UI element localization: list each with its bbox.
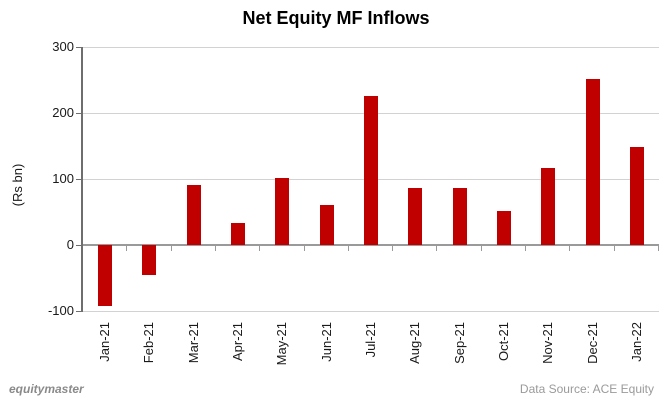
x-label-Jul-21: Jul-21 (363, 322, 378, 358)
bar-Sep-21 (452, 187, 467, 245)
category-tick (259, 246, 260, 251)
x-label-May-21: May-21 (274, 322, 290, 366)
bar-Jan-22 (629, 146, 644, 245)
plot-area (83, 47, 659, 312)
x-label-Mar-21: Mar-21 (185, 322, 201, 364)
y-tick-mark (76, 311, 81, 312)
bar-Oct-21 (496, 210, 511, 245)
category-tick (436, 246, 437, 251)
category-tick (215, 246, 216, 251)
category-tick (348, 246, 349, 251)
y-tick-mark (76, 179, 81, 180)
equitymaster-logo: equitymaster (9, 382, 84, 396)
x-label-Feb-21: Feb-21 (141, 322, 157, 364)
category-tick (171, 246, 172, 251)
category-tick (658, 246, 659, 251)
y-tick-mark (76, 47, 81, 48)
bar-May-21 (275, 178, 290, 245)
category-tick (569, 246, 570, 251)
x-label-Apr-21: Apr-21 (230, 322, 246, 362)
y-tick-label-300: 300 (52, 39, 74, 54)
category-tick (304, 246, 305, 251)
category-tick (525, 246, 526, 251)
zero-axis-line (83, 244, 659, 246)
data-source-credit: Data Source: ACE Equity (519, 382, 654, 396)
x-label-Jun-21: Jun-21 (318, 322, 334, 362)
category-tick (392, 246, 393, 251)
x-label-Dec-21: Dec-21 (584, 322, 600, 364)
y-tick-label-200: 200 (52, 105, 74, 120)
bar-Apr-21 (231, 222, 246, 245)
x-label-Aug-21: Aug-21 (407, 322, 423, 364)
x-label-Jan-22: Jan-22 (628, 322, 644, 362)
x-label-Jan-21: Jan-21 (97, 322, 113, 362)
bar-Dec-21 (585, 79, 600, 245)
y-tick-label-0: 0 (66, 237, 74, 252)
bar-Aug-21 (408, 187, 423, 245)
category-tick (614, 246, 615, 251)
category-tick (481, 246, 482, 251)
gridline--100 (83, 311, 659, 312)
footer: equitymaster Data Source: ACE Equity (0, 382, 672, 402)
bar-Jun-21 (319, 205, 334, 245)
bar-Jul-21 (364, 95, 378, 245)
y-tick-mark (76, 113, 81, 114)
x-label-Sep-21: Sep-21 (451, 322, 467, 364)
category-tick (126, 246, 127, 251)
bar-Jan-21 (98, 245, 113, 306)
x-label-Nov-21: Nov-21 (540, 322, 556, 364)
y-tick-label--100: -100 (47, 303, 74, 318)
bar-Mar-21 (186, 184, 201, 245)
y-tick-label-100: 100 (52, 171, 74, 186)
y-tick-mark (76, 245, 81, 246)
y-axis-line (81, 47, 83, 312)
chart-title: Net Equity MF Inflows (242, 8, 430, 28)
gridline-300 (83, 47, 659, 48)
bar-Nov-21 (541, 168, 556, 245)
bar-Feb-21 (142, 245, 157, 275)
x-label-Oct-21: Oct-21 (495, 322, 511, 362)
